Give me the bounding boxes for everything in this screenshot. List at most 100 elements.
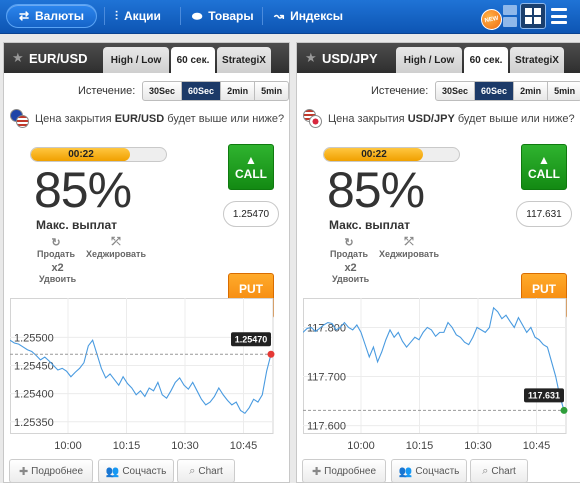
call-label: CALL — [235, 167, 267, 181]
call-button[interactable]: ▲ CALL — [521, 144, 567, 190]
nav-stocks[interactable]: ⫶ Акции — [107, 4, 169, 28]
chart-button[interactable]: ⌕ Chart — [177, 459, 235, 483]
double-multiplier: x2 — [344, 262, 357, 274]
hedge-action[interactable]: ⤱ Хеджировать — [86, 236, 146, 259]
tab-60-sec[interactable]: 60 сек. — [464, 47, 508, 73]
trade-panel-usdjpy: ★ USD/JPY High / Low 60 сек. StrategiX И… — [296, 42, 580, 483]
expiry-60sec[interactable]: 60Sec — [182, 82, 222, 100]
x-tick-label: 10:30 — [464, 440, 492, 452]
question-text: Цена закрытия — [35, 113, 115, 125]
sell-action[interactable]: ↻ Продать — [330, 236, 368, 259]
expiry-label: Истечение: — [371, 85, 429, 97]
more-button[interactable]: ✚ Подробнее — [302, 459, 386, 483]
strike-price: 117.631 — [516, 201, 572, 227]
tab-strategix[interactable]: StrategiX — [510, 47, 564, 73]
social-label: Соцчасть — [122, 465, 167, 477]
sell-label: Продать — [37, 249, 76, 259]
hedge-label: Хеджировать — [379, 249, 439, 259]
nav-divider — [104, 7, 105, 25]
payout-label: Макс. выплат — [329, 218, 411, 232]
double-action[interactable]: x2 Удвоить — [39, 262, 76, 284]
hedge-icon: ⤱ — [111, 236, 121, 248]
search-icon: ⌕ — [482, 464, 489, 477]
question-text: будет выше или ниже? — [454, 113, 575, 125]
new-badge[interactable]: NEW — [479, 7, 504, 32]
call-button[interactable]: ▲ CALL — [228, 144, 274, 190]
panel-header: ★ USD/JPY High / Low 60 сек. StrategiX — [297, 43, 580, 73]
tab-60-sec[interactable]: 60 сек. — [171, 47, 215, 73]
expiry-selector: 30Sec 60Sec 2min 5min — [435, 81, 580, 101]
users-icon: 👥 — [398, 465, 413, 478]
nav-indices[interactable]: ↝ Индексы — [266, 4, 351, 28]
favorite-star-icon[interactable]: ★ — [12, 50, 24, 65]
price-line — [303, 306, 565, 411]
hedge-icon: ⤱ — [404, 236, 414, 248]
tab-high-low[interactable]: High / Low — [396, 47, 462, 73]
expiry-2min[interactable]: 2min — [514, 82, 549, 100]
expiry-30sec[interactable]: 30Sec — [436, 82, 476, 100]
nav-label: Товары — [208, 9, 254, 23]
tab-strategix[interactable]: StrategiX — [217, 47, 271, 73]
question-text: будет выше или ниже? — [164, 113, 285, 125]
list-view-icon[interactable] — [551, 6, 567, 26]
x-tick-label: 10:45 — [523, 440, 551, 452]
chart-frame — [303, 298, 567, 434]
sell-action[interactable]: ↻ Продать — [37, 236, 75, 259]
y-tick-label: 1.25450 — [14, 361, 54, 373]
expiry-30sec[interactable]: 30Sec — [143, 82, 183, 100]
x-tick-label: 10:30 — [171, 440, 199, 452]
expiry-60sec[interactable]: 60Sec — [475, 82, 515, 100]
timer-value: 00:22 — [68, 149, 94, 160]
price-line — [10, 339, 272, 415]
y-tick-label: 1.25400 — [14, 389, 54, 401]
single-view-icon[interactable] — [503, 5, 517, 27]
current-price-marker — [560, 406, 568, 414]
price-chart[interactable]: 10:00 10:15 10:30 10:45 117.800 117.700 117.60… — [303, 298, 572, 458]
social-button[interactable]: 👥 Соцчасть — [98, 459, 174, 483]
hedge-label: Хеджировать — [86, 249, 146, 259]
expiry-5min[interactable]: 5min — [554, 86, 576, 96]
price-chart[interactable]: 10:00 10:15 10:30 10:45 1.25500 1.25450 1.2540… — [10, 298, 279, 458]
nav-currencies[interactable]: ⇄ Валюты — [6, 4, 97, 28]
arrow-up-icon: ▲ — [245, 153, 257, 167]
current-price-tag — [524, 388, 564, 403]
search-icon: ⌕ — [189, 464, 196, 477]
payout-percent: 85% — [327, 162, 425, 218]
timer-value: 00:22 — [361, 149, 387, 160]
nav-label: Акции — [124, 9, 161, 23]
plus-icon: ✚ — [18, 465, 29, 478]
chart-label: Chart — [198, 465, 223, 477]
asset-pair: USD/JPY — [322, 51, 378, 66]
nav-commodities[interactable]: ⬬ Товары — [184, 4, 262, 28]
currency-flags-icon — [303, 109, 323, 129]
social-button[interactable]: 👥 Соцчасть — [391, 459, 467, 483]
nav-label: Валюты — [35, 9, 85, 23]
y-tick-label: 117.800 — [307, 322, 346, 334]
stocks-icon: ⫶ — [115, 9, 119, 23]
current-price-tag — [231, 332, 271, 347]
expiry-selector: 30Sec 60Sec 2min 5min — [142, 81, 290, 101]
nav-label: Индексы — [290, 9, 343, 23]
sell-icon: ↻ — [344, 237, 354, 249]
tab-high-low[interactable]: High / Low — [103, 47, 169, 73]
chart-button[interactable]: ⌕ Chart — [470, 459, 528, 483]
payout-label: Макс. выплат — [36, 218, 118, 232]
double-action[interactable]: x2 Удвоить — [332, 262, 369, 284]
more-button[interactable]: ✚ Подробнее — [9, 459, 93, 483]
currency-icon: ⇄ — [18, 9, 29, 23]
grid-view-icon[interactable] — [520, 3, 546, 29]
arrow-up-icon: ▲ — [538, 153, 550, 167]
favorite-star-icon[interactable]: ★ — [305, 50, 317, 65]
call-label: CALL — [528, 167, 560, 181]
commodities-icon: ⬬ — [192, 9, 203, 23]
question-pair: USD/JPY — [407, 113, 455, 125]
hedge-action[interactable]: ⤱ Хеджировать — [379, 236, 439, 259]
expiry-5min[interactable]: 5min — [261, 86, 283, 96]
trade-panel-eurusd: ★ EUR/USD High / Low 60 сек. StrategiX И… — [3, 42, 290, 483]
y-tick-label: 117.600 — [307, 421, 346, 433]
x-tick-label: 10:15 — [406, 440, 434, 452]
expiry-2min[interactable]: 2min — [221, 82, 256, 100]
current-price-label: 1.25470 — [235, 334, 268, 344]
double-label: Удвоить — [39, 274, 77, 284]
x-tick-label: 10:45 — [230, 440, 258, 452]
